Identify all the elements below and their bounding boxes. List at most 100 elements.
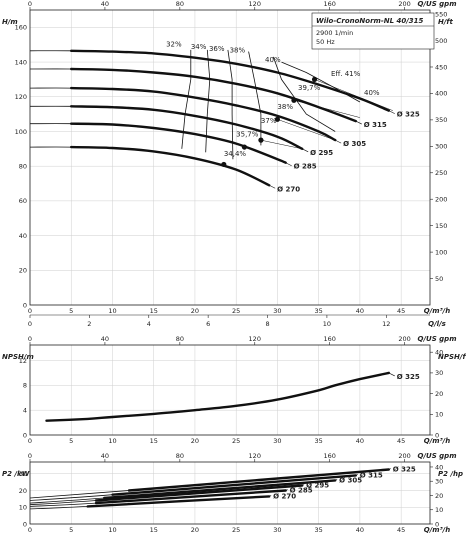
head-series-label: Ø 315 bbox=[364, 121, 387, 129]
pump-speed: 2900 1/min bbox=[316, 29, 353, 37]
head-y-tick-label: 80 bbox=[19, 162, 27, 170]
head-y2-tick-label: 150 bbox=[435, 222, 447, 230]
power-x-tick-label: 45 bbox=[397, 526, 405, 534]
efficiency-iso-line bbox=[227, 49, 234, 160]
power-top-tick-label: 120 bbox=[249, 452, 261, 460]
npsh-top-tick-label: 0 bbox=[28, 335, 32, 343]
npsh-x-tick-label: 25 bbox=[232, 437, 240, 445]
bep-leader bbox=[260, 139, 303, 150]
power-x-tick-label: 40 bbox=[356, 526, 364, 534]
efficiency-label: 40% bbox=[265, 56, 281, 64]
efficiency-label: 36% bbox=[209, 45, 225, 53]
power-y-tick-label: 10 bbox=[19, 504, 27, 512]
power-x-tick-label: 20 bbox=[191, 526, 199, 534]
efficiency-label: 34% bbox=[191, 43, 207, 51]
head-y2-tick-label: 350 bbox=[435, 116, 447, 124]
efficiency-iso-line bbox=[272, 56, 336, 132]
head-series-label: Ø 270 bbox=[277, 185, 300, 193]
npsh-x-tick-label: 5 bbox=[69, 437, 73, 445]
power-y2-tick-label: 30 bbox=[435, 478, 443, 486]
head-x-tick-label: 40 bbox=[356, 307, 364, 315]
head-x-tick-label: 30 bbox=[273, 307, 281, 315]
npsh-y2-axis-label: NPSH/ft bbox=[438, 353, 466, 361]
bep-leader bbox=[277, 119, 336, 141]
head-series-label: Ø 305 bbox=[343, 140, 366, 148]
head-top-tick-label: 0 bbox=[28, 0, 32, 8]
lps-axis-label: Q/l/s bbox=[428, 320, 446, 328]
power-x-axis-label: Q/m³/h bbox=[424, 526, 450, 534]
npsh-series-line bbox=[45, 371, 390, 422]
head-x-tick-label: 15 bbox=[150, 307, 158, 315]
lps-axis-tick-label: 4 bbox=[147, 320, 151, 328]
power-series-label: Ø 315 bbox=[360, 471, 383, 479]
efficiency-label: 34,4% bbox=[224, 150, 247, 158]
npsh-y2-tick-label: 0 bbox=[435, 431, 439, 439]
power-x-tick-label: 5 bbox=[69, 526, 73, 534]
head-x-tick-label: 0 bbox=[28, 307, 32, 315]
power-top-tick-label: 80 bbox=[176, 452, 184, 460]
npsh-x-axis-label: Q/m³/h bbox=[424, 437, 450, 445]
head-y2-tick-label: 500 bbox=[435, 37, 447, 45]
power-y2-axis-label: P2 /hp bbox=[438, 470, 463, 478]
curves-layer bbox=[29, 49, 390, 510]
head-x-tick-label: 35 bbox=[315, 307, 323, 315]
head-top-tick-label: 80 bbox=[176, 0, 184, 8]
power-y2-tick-label: 0 bbox=[435, 520, 439, 528]
npsh-top-axis-label: Q/US gpm bbox=[418, 335, 457, 343]
head-y2-tick-label: 200 bbox=[435, 196, 447, 204]
lps-axis-tick-label: 2 bbox=[87, 320, 91, 328]
head-y-tick-label: 20 bbox=[19, 267, 27, 275]
head-x-tick-label: 20 bbox=[191, 307, 199, 315]
power-series-label: Ø 325 bbox=[393, 466, 416, 474]
head-series-label: Ø 325 bbox=[397, 111, 420, 119]
head-x-tick-label: 5 bbox=[69, 307, 73, 315]
head-x-tick-label: 25 bbox=[232, 307, 240, 315]
head-top-tick-label: 120 bbox=[249, 0, 261, 8]
head-y2-tick-label: 550 bbox=[435, 10, 447, 18]
head-y-tick-label: 40 bbox=[19, 232, 27, 240]
power-x-tick-label: 30 bbox=[273, 526, 281, 534]
bep-point bbox=[291, 97, 297, 103]
head-series-line bbox=[70, 49, 390, 112]
power-series-line bbox=[86, 495, 271, 508]
power-series-label: Ø 285 bbox=[290, 486, 313, 494]
head-y-tick-label: 140 bbox=[15, 58, 27, 66]
bep-point bbox=[311, 76, 318, 83]
npsh-y-tick-label: 8 bbox=[23, 382, 27, 390]
bep-point bbox=[221, 161, 227, 168]
efficiency-label: 38% bbox=[277, 103, 293, 111]
npsh-y2-tick-label: 20 bbox=[435, 390, 443, 398]
head-y-tick-label: 60 bbox=[19, 197, 27, 205]
head-top-tick-label: 160 bbox=[323, 0, 335, 8]
efficiency-label: 40% bbox=[364, 89, 380, 97]
power-series-label: Ø 295 bbox=[306, 481, 329, 489]
lps-axis-tick-label: 0 bbox=[28, 320, 32, 328]
head-top-tick-label: 200 bbox=[398, 0, 410, 8]
npsh-x-tick-label: 40 bbox=[356, 437, 364, 445]
efficiency-label: 37% bbox=[261, 117, 277, 125]
head-series-line bbox=[70, 122, 287, 164]
head-series-line bbox=[70, 105, 304, 150]
npsh-series-label: Ø 325 bbox=[397, 373, 420, 381]
head-top-axis-label: Q/US gpm bbox=[418, 0, 457, 8]
npsh-top-tick-label: 160 bbox=[323, 335, 335, 343]
power-x-tick-label: 0 bbox=[28, 526, 32, 534]
npsh-x-tick-label: 20 bbox=[191, 437, 199, 445]
power-x-tick-label: 35 bbox=[315, 526, 323, 534]
lps-axis-tick-label: 8 bbox=[265, 320, 269, 328]
npsh-y2-tick-label: 30 bbox=[435, 369, 443, 377]
head-x-tick-label: 45 bbox=[397, 307, 405, 315]
frames-layer bbox=[29, 7, 433, 525]
power-series-line bbox=[94, 489, 287, 505]
head-y-tick-label: 0 bbox=[23, 301, 27, 309]
lps-axis-tick-label: 6 bbox=[206, 320, 210, 328]
efficiency-label: 32% bbox=[166, 40, 182, 48]
power-y-tick-label: 0 bbox=[23, 520, 27, 528]
head-y2-tick-label: 100 bbox=[435, 248, 447, 256]
npsh-y2-tick-label: 40 bbox=[435, 349, 443, 357]
npsh-x-tick-label: 35 bbox=[315, 437, 323, 445]
power-y2-tick-label: 20 bbox=[435, 492, 443, 500]
head-y-tick-label: 160 bbox=[15, 24, 27, 32]
power-top-tick-label: 160 bbox=[323, 452, 335, 460]
pump-title: Wilo-CronoNorm-NL 40/315 bbox=[316, 17, 424, 25]
